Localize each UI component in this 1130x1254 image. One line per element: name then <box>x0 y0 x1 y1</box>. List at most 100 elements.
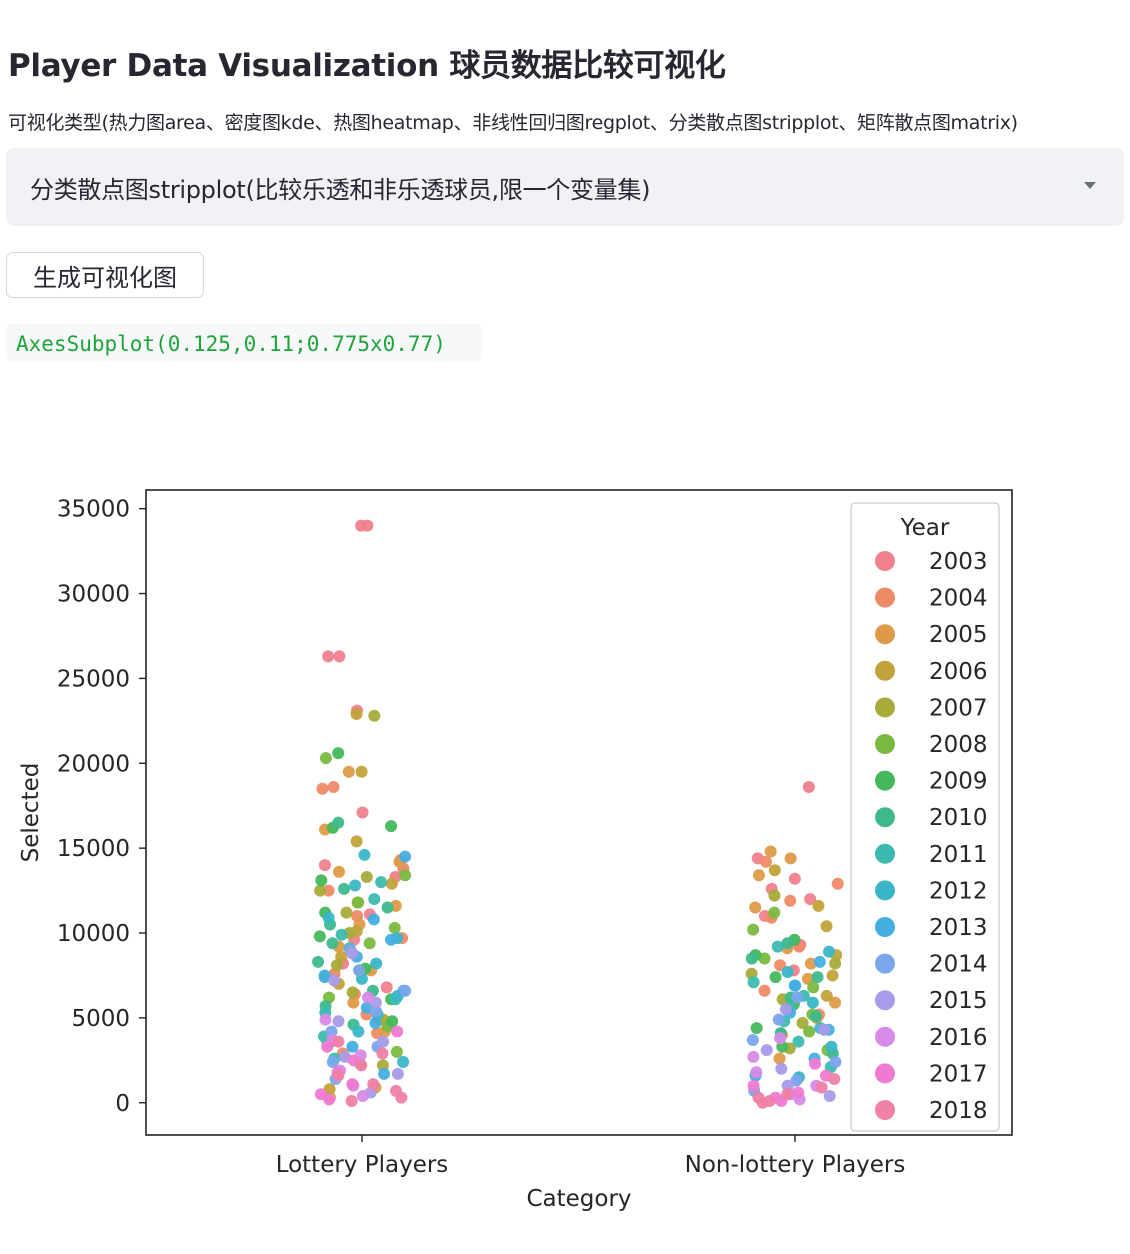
code-output: AxesSubplot(0.125,0.11;0.775x0.77) <box>6 324 482 362</box>
data-point-2010-lottery-4 <box>326 937 339 950</box>
data-point-2014-non-lottery-1 <box>772 1013 785 1026</box>
data-point-2003-non-lottery-4 <box>804 893 817 906</box>
data-point-2017-lottery-6 <box>323 1093 336 1106</box>
data-point-2007-lottery-6 <box>346 986 359 999</box>
legend-marker-2008 <box>875 734 895 754</box>
data-point-2012-non-lottery-3 <box>806 996 819 1009</box>
legend-marker-2010 <box>875 807 895 828</box>
legend-label-2015: 2015 <box>929 988 988 1014</box>
data-point-2010-non-lottery-0 <box>781 937 794 950</box>
data-point-2010-non-lottery-1 <box>745 952 758 965</box>
data-point-2017-non-lottery-0 <box>809 1057 822 1070</box>
data-point-2013-lottery-6 <box>360 1001 373 1014</box>
data-point-2017-lottery-0 <box>391 1025 404 1038</box>
data-point-2007-lottery-5 <box>330 959 343 972</box>
legend-label-2010: 2010 <box>929 805 988 831</box>
data-point-2003-lottery-6 <box>318 859 331 872</box>
legend-marker-2009 <box>875 770 895 791</box>
data-point-2018-lottery-2 <box>355 1059 368 1072</box>
data-point-2015-non-lottery-1 <box>818 1023 831 1036</box>
legend-label-2017: 2017 <box>929 1061 988 1087</box>
data-point-2014-non-lottery-0 <box>791 991 804 1004</box>
legend-marker-2007 <box>875 697 895 718</box>
data-point-2014-non-lottery-2 <box>746 1033 759 1046</box>
visualization-type-label: 可视化类型(热力图area、密度图kde、热图heatmap、非线性回归图reg… <box>8 112 1018 134</box>
y-tick-label-10000: 10000 <box>57 921 130 947</box>
data-point-2003-lottery-1 <box>361 519 374 532</box>
data-point-2007-lottery-3 <box>340 906 353 919</box>
data-point-2015-non-lottery-0 <box>779 1003 792 1016</box>
data-point-2016-lottery-1 <box>319 1013 332 1026</box>
data-point-2016-non-lottery-0 <box>774 1032 787 1045</box>
data-point-2004-non-lottery-0 <box>759 855 772 868</box>
legend-label-2009: 2009 <box>929 769 988 795</box>
data-point-2010-lottery-5 <box>312 955 325 968</box>
data-point-2006-lottery-2 <box>350 835 363 848</box>
data-point-2016-non-lottery-1 <box>747 1050 760 1063</box>
generate-visualization-button[interactable]: 生成可视化图 <box>6 252 204 298</box>
data-point-2006-non-lottery-4 <box>826 969 839 982</box>
data-point-2007-lottery-1 <box>360 871 373 883</box>
y-tick-label-0: 0 <box>115 1091 130 1117</box>
x-axis-label: Category <box>526 1186 631 1212</box>
data-point-2018-non-lottery-5 <box>756 1096 769 1109</box>
data-point-2006-lottery-9 <box>323 1083 336 1096</box>
data-point-2008-lottery-1 <box>399 869 412 882</box>
data-point-2006-lottery-1 <box>355 765 368 778</box>
legend-marker-2012 <box>875 880 895 901</box>
data-point-2014-non-lottery-3 <box>829 1056 842 1069</box>
data-point-2012-non-lottery-0 <box>822 945 835 958</box>
data-point-2017-non-lottery-2 <box>747 1079 760 1092</box>
data-point-2008-non-lottery-1 <box>747 923 760 936</box>
data-point-2010-lottery-0 <box>332 816 345 829</box>
data-point-2006-lottery-3 <box>385 877 398 890</box>
data-point-2017-lottery-1 <box>321 1040 334 1053</box>
data-point-2013-non-lottery-1 <box>789 979 802 992</box>
legend-label-2016: 2016 <box>929 1025 988 1051</box>
legend-label-2005: 2005 <box>929 622 988 648</box>
legend-marker-2016 <box>875 1026 895 1047</box>
data-point-2014-lottery-6 <box>326 1056 339 1069</box>
data-point-2004-non-lottery-1 <box>831 877 844 890</box>
legend-label-2006: 2006 <box>929 659 988 685</box>
data-point-2010-lottery-2 <box>381 901 394 914</box>
data-point-2018-lottery-7 <box>345 1095 358 1108</box>
data-point-2011-non-lottery-0 <box>771 940 784 953</box>
data-point-2011-lottery-1 <box>368 893 381 906</box>
data-point-2009-lottery-0 <box>332 747 345 760</box>
data-point-2018-non-lottery-1 <box>815 1081 828 1094</box>
data-point-2003-lottery-5 <box>356 806 369 819</box>
data-point-2013-lottery-8 <box>346 1040 359 1053</box>
data-point-2008-non-lottery-3 <box>807 981 820 994</box>
data-point-2011-lottery-2 <box>335 928 348 941</box>
visualization-type-select[interactable]: 分类散点图stripplot(比较乐透和非乐透球员,限一个变量集) <box>6 148 1124 226</box>
legend-marker-2018 <box>875 1100 895 1120</box>
data-point-2005-lottery-0 <box>342 765 355 778</box>
data-point-2017-non-lottery-3 <box>792 1086 805 1099</box>
legend-label-2004: 2004 <box>929 586 988 612</box>
data-point-2017-lottery-4 <box>346 1078 359 1091</box>
data-point-2013-lottery-4 <box>318 969 331 982</box>
data-point-2005-lottery-8 <box>347 996 360 1009</box>
data-point-2013-lottery-1 <box>367 913 380 926</box>
data-point-2005-non-lottery-7 <box>829 996 842 1009</box>
data-point-2015-non-lottery-5 <box>823 1089 836 1102</box>
data-point-2004-lottery-0 <box>327 781 340 794</box>
plot-frame <box>145 489 1013 1136</box>
chevron-down-icon[interactable] <box>1084 182 1096 189</box>
x-tick-label-1: Non-lottery Players <box>685 1152 906 1178</box>
legend-box <box>850 502 1000 1132</box>
data-point-2012-lottery-1 <box>349 879 362 892</box>
legend-label-2014: 2014 <box>929 952 988 978</box>
data-point-2006-lottery-0 <box>350 708 363 721</box>
data-point-2018-lottery-4 <box>367 1078 380 1091</box>
data-point-2009-non-lottery-4 <box>750 1022 763 1035</box>
data-point-2015-non-lottery-3 <box>775 1062 788 1075</box>
data-point-2007-non-lottery-4 <box>796 1016 809 1029</box>
data-point-2004-lottery-4 <box>322 884 335 897</box>
data-point-2018-lottery-6 <box>395 1091 408 1104</box>
legend-marker-2011 <box>875 843 895 864</box>
data-point-2012-lottery-2 <box>322 911 335 924</box>
data-point-2013-lottery-9 <box>378 1067 391 1080</box>
legend-label-2003: 2003 <box>929 549 988 575</box>
